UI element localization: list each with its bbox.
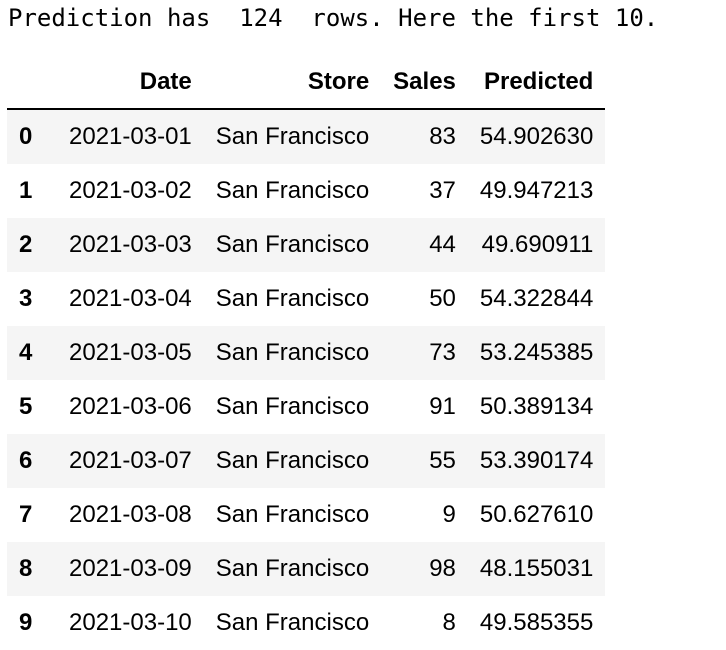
header-store: Store bbox=[203, 56, 382, 110]
row-index: 5 bbox=[19, 393, 33, 420]
row-index: 4 bbox=[19, 339, 33, 366]
cell-date: 2021-03-02 bbox=[69, 177, 192, 204]
table-row: 7 2021-03-08 San Francisco 9 50.627610 bbox=[7, 488, 606, 542]
table-row: 6 2021-03-07 San Francisco 55 53.390174 bbox=[7, 434, 606, 488]
header-index bbox=[7, 56, 57, 110]
table-row: 4 2021-03-05 San Francisco 73 53.245385 bbox=[7, 326, 606, 380]
dataframe-table: Date Store Sales Predicted 0 2021-03-01 … bbox=[7, 56, 606, 650]
cell-sales: 73 bbox=[429, 339, 456, 366]
cell-predicted: 53.390174 bbox=[479, 447, 594, 474]
table-body: 0 2021-03-01 San Francisco 83 54.902630 … bbox=[7, 109, 606, 650]
cell-sales: 98 bbox=[429, 555, 456, 582]
row-index: 0 bbox=[19, 123, 33, 150]
table-row: 0 2021-03-01 San Francisco 83 54.902630 bbox=[7, 109, 606, 164]
output-message: Prediction has 124 rows. Here the first … bbox=[8, 4, 659, 32]
cell-predicted: 54.322844 bbox=[479, 285, 594, 312]
header-predicted: Predicted bbox=[467, 56, 606, 110]
table-row: 5 2021-03-06 San Francisco 91 50.389134 bbox=[7, 380, 606, 434]
cell-sales: 91 bbox=[429, 393, 456, 420]
cell-store: San Francisco bbox=[215, 339, 370, 366]
cell-predicted: 49.690911 bbox=[481, 231, 594, 258]
cell-predicted: 48.155031 bbox=[479, 555, 594, 582]
cell-predicted: 50.389134 bbox=[479, 393, 594, 420]
header-sales: Sales bbox=[381, 56, 468, 110]
row-index: 8 bbox=[19, 555, 33, 582]
row-index: 2 bbox=[19, 231, 33, 258]
header-row: Date Store Sales Predicted bbox=[7, 56, 606, 110]
cell-sales: 8 bbox=[442, 609, 456, 636]
row-index: 6 bbox=[19, 447, 33, 474]
cell-date: 2021-03-05 bbox=[69, 339, 192, 366]
cell-sales: 55 bbox=[429, 447, 456, 474]
table-row: 2 2021-03-03 San Francisco 44 49.690911 bbox=[7, 218, 606, 272]
table-header: Date Store Sales Predicted bbox=[7, 56, 606, 110]
cell-sales: 44 bbox=[429, 231, 456, 258]
cell-predicted: 49.585355 bbox=[479, 609, 594, 636]
cell-sales: 50 bbox=[429, 285, 456, 312]
cell-sales: 9 bbox=[442, 501, 456, 528]
cell-store: San Francisco bbox=[215, 447, 370, 474]
table-row: 8 2021-03-09 San Francisco 98 48.155031 bbox=[7, 542, 606, 596]
cell-store: San Francisco bbox=[215, 123, 370, 150]
header-date: Date bbox=[57, 56, 204, 110]
cell-store: San Francisco bbox=[215, 393, 370, 420]
cell-sales: 37 bbox=[429, 177, 456, 204]
table-row: 3 2021-03-04 San Francisco 50 54.322844 bbox=[7, 272, 606, 326]
cell-predicted: 53.245385 bbox=[479, 339, 594, 366]
row-index: 9 bbox=[19, 609, 33, 636]
cell-store: San Francisco bbox=[215, 555, 370, 582]
cell-date: 2021-03-01 bbox=[69, 123, 192, 150]
cell-store: San Francisco bbox=[215, 231, 370, 258]
cell-sales: 83 bbox=[429, 123, 456, 150]
cell-date: 2021-03-06 bbox=[69, 393, 192, 420]
cell-predicted: 50.627610 bbox=[479, 501, 594, 528]
cell-date: 2021-03-04 bbox=[69, 285, 192, 312]
cell-store: San Francisco bbox=[215, 501, 370, 528]
cell-store: San Francisco bbox=[215, 285, 370, 312]
cell-predicted: 49.947213 bbox=[479, 177, 594, 204]
cell-date: 2021-03-09 bbox=[69, 555, 192, 582]
row-index: 7 bbox=[19, 501, 33, 528]
table-row: 9 2021-03-10 San Francisco 8 49.585355 bbox=[7, 596, 606, 650]
cell-date: 2021-03-08 bbox=[69, 501, 192, 528]
cell-date: 2021-03-07 bbox=[69, 447, 192, 474]
cell-store: San Francisco bbox=[215, 177, 370, 204]
cell-date: 2021-03-10 bbox=[69, 609, 192, 636]
table-row: 1 2021-03-02 San Francisco 37 49.947213 bbox=[7, 164, 606, 218]
cell-predicted: 54.902630 bbox=[479, 123, 594, 150]
row-index: 1 bbox=[19, 177, 33, 204]
cell-store: San Francisco bbox=[215, 609, 370, 636]
row-index: 3 bbox=[19, 285, 33, 312]
cell-date: 2021-03-03 bbox=[69, 231, 192, 258]
